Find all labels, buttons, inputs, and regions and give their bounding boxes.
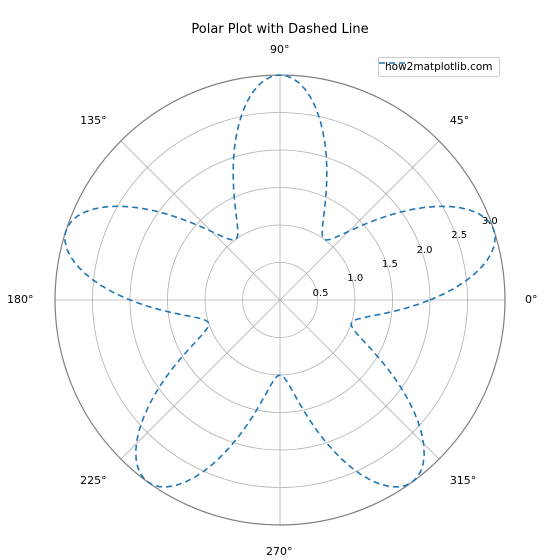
theta-tick-label: 45°: [450, 114, 470, 127]
r-tick-label: 0.5: [313, 288, 329, 299]
theta-tick-label: 135°: [80, 114, 107, 127]
theta-tick-label: 270°: [266, 545, 293, 558]
legend-line-sample: [379, 58, 407, 68]
theta-tick-label: 225°: [80, 474, 107, 487]
r-tick-label: 3.0: [482, 216, 498, 227]
theta-tick-label: 90°: [270, 43, 290, 56]
legend: how2matplotlib.com: [378, 57, 500, 77]
theta-tick-label: 180°: [7, 293, 34, 306]
r-tick-label: 1.5: [382, 259, 398, 270]
r-tick-label: 2.0: [417, 245, 433, 256]
theta-tick-label: 315°: [450, 474, 477, 487]
theta-tick-label: 0°: [525, 293, 538, 306]
r-tick-label: 1.0: [347, 273, 363, 284]
r-tick-label: 2.5: [451, 230, 467, 241]
